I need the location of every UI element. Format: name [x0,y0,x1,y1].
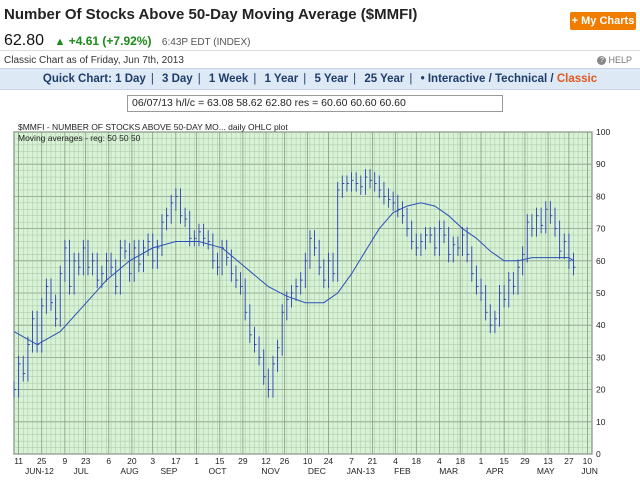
x-month-label: MAR [439,466,458,476]
page-title: Number Of Stocks Above 50-Day Moving Ave… [4,6,418,23]
x-month-label: JAN-13 [347,466,376,476]
x-month-label: JUN-12 [25,466,54,476]
x-tick-label: 27 [564,456,574,466]
quick-chart-1-week[interactable]: 1 Week [208,73,249,85]
last-price: 62.80 [4,32,45,49]
moving-average-line [13,202,574,346]
x-tick-label: 15 [499,456,509,466]
x-month-label: NOV [261,466,280,476]
x-month-label: FEB [394,466,411,476]
separator: | [197,73,201,85]
quick-chart-25-year[interactable]: 25 Year [364,73,405,85]
x-tick-label: 17 [171,456,181,466]
x-tick-label: 7 [349,456,354,466]
separator: | [353,73,357,85]
grid [13,131,593,455]
up-arrow-icon: ▲ [54,36,66,48]
price-time: 6:43P EDT (INDEX) [161,37,251,48]
x-month-label: APR [486,466,503,476]
x-month-label: DEC [308,466,326,476]
x-tick-label: 4 [393,456,398,466]
x-month-label: JUL [73,466,88,476]
my-charts-button[interactable]: + My Charts [570,12,636,30]
x-month-label: JUN [581,466,598,476]
separator: | [409,73,413,85]
ohlc-info-box: 06/07/13 h/l/c = 63.08 58.62 62.80 res =… [127,95,503,112]
y-tick-label: 20 [596,385,606,395]
quick-chart-5-year[interactable]: 5 Year [314,73,349,85]
x-tick-label: 18 [412,456,422,466]
y-tick-label: 90 [596,159,606,169]
x-tick-label: 26 [280,456,290,466]
quick-chart-label: Quick Chart: [42,73,112,85]
x-tick-label: 20 [127,456,137,466]
x-tick-label: 29 [520,456,530,466]
x-tick-label: 1 [479,456,484,466]
x-tick-label: 1 [194,456,199,466]
x-tick-label: 23 [81,456,91,466]
x-tick-label: 12 [261,456,271,466]
separator: | [253,73,257,85]
divider [0,50,640,51]
y-tick-label: 70 [596,224,606,234]
x-tick-label: 15 [215,456,225,466]
chart-title: $MMFI - NUMBER OF STOCKS ABOVE 50-DAY MO… [18,122,288,132]
x-month-label: MAY [537,466,555,476]
x-tick-label: 25 [37,456,47,466]
bullet-icon: • [420,73,425,85]
x-tick-label: 24 [324,456,334,466]
separator: | [303,73,307,85]
help-link[interactable]: ? HELP [597,55,632,66]
x-tick-label: 13 [543,456,553,466]
price-change: ▲ +4.61 (+7.92%) [55,34,152,48]
classic-link[interactable]: Classic [556,73,598,85]
interactive-link[interactable]: Interactive [427,73,486,85]
x-tick-label: 4 [437,456,442,466]
help-label: HELP [608,55,632,65]
quick-chart-3-day[interactable]: 3 Day [162,73,193,85]
slash-separator: / [550,73,554,85]
y-tick-label: 40 [596,320,606,330]
chart-subtitle: Moving averages - reg: 50 50 50 [18,133,141,143]
x-month-label: SEP [160,466,177,476]
y-tick-label: 50 [596,288,606,298]
x-tick-label: 29 [238,456,248,466]
x-tick-label: 10 [303,456,313,466]
x-tick-label: 21 [368,456,378,466]
x-tick-label: 11 [14,456,23,466]
technical-link[interactable]: Technical [495,73,548,85]
y-tick-label: 100 [596,127,610,137]
x-axis-labels: 11 25 9 23 6 20 3 17 1 15 29 12 26 10 24 7 21 4 18 4 18 1 15 29… [14,456,598,476]
price-line: 62.80 ▲ +4.61 (+7.92%) 6:43P EDT (INDEX) [4,32,250,50]
x-tick-label: 6 [106,456,111,466]
quick-chart-bar: Quick Chart: 1 Day | 3 Day | 1 Week | 1 Yea… [0,68,640,90]
help-icon: ? [597,56,607,66]
y-tick-label: 60 [596,256,606,266]
x-tick-label: 18 [455,456,465,466]
as-of-text: Classic Chart as of Friday, Jun 7th, 201… [4,55,184,66]
x-month-label: OCT [208,466,226,476]
x-tick-label: 3 [150,456,155,466]
y-tick-label: 0 [596,449,601,459]
y-tick-label: 30 [596,352,606,362]
x-tick-label: 9 [62,456,67,466]
x-tick-label: 10 [583,456,593,466]
quick-chart-1-day[interactable]: 1 Day [115,73,146,85]
y-axis-labels: 0 10 20 30 40 50 60 70 80 90 100 [596,127,610,459]
price-change-value: +4.61 (+7.92%) [68,34,152,48]
x-month-label: AUG [120,466,138,476]
y-tick-label: 80 [596,191,606,201]
slash-separator: / [488,73,492,85]
price-bars [13,169,576,398]
quick-chart-1-year[interactable]: 1 Year [264,73,299,85]
y-tick-label: 10 [596,417,606,427]
separator: | [150,73,154,85]
